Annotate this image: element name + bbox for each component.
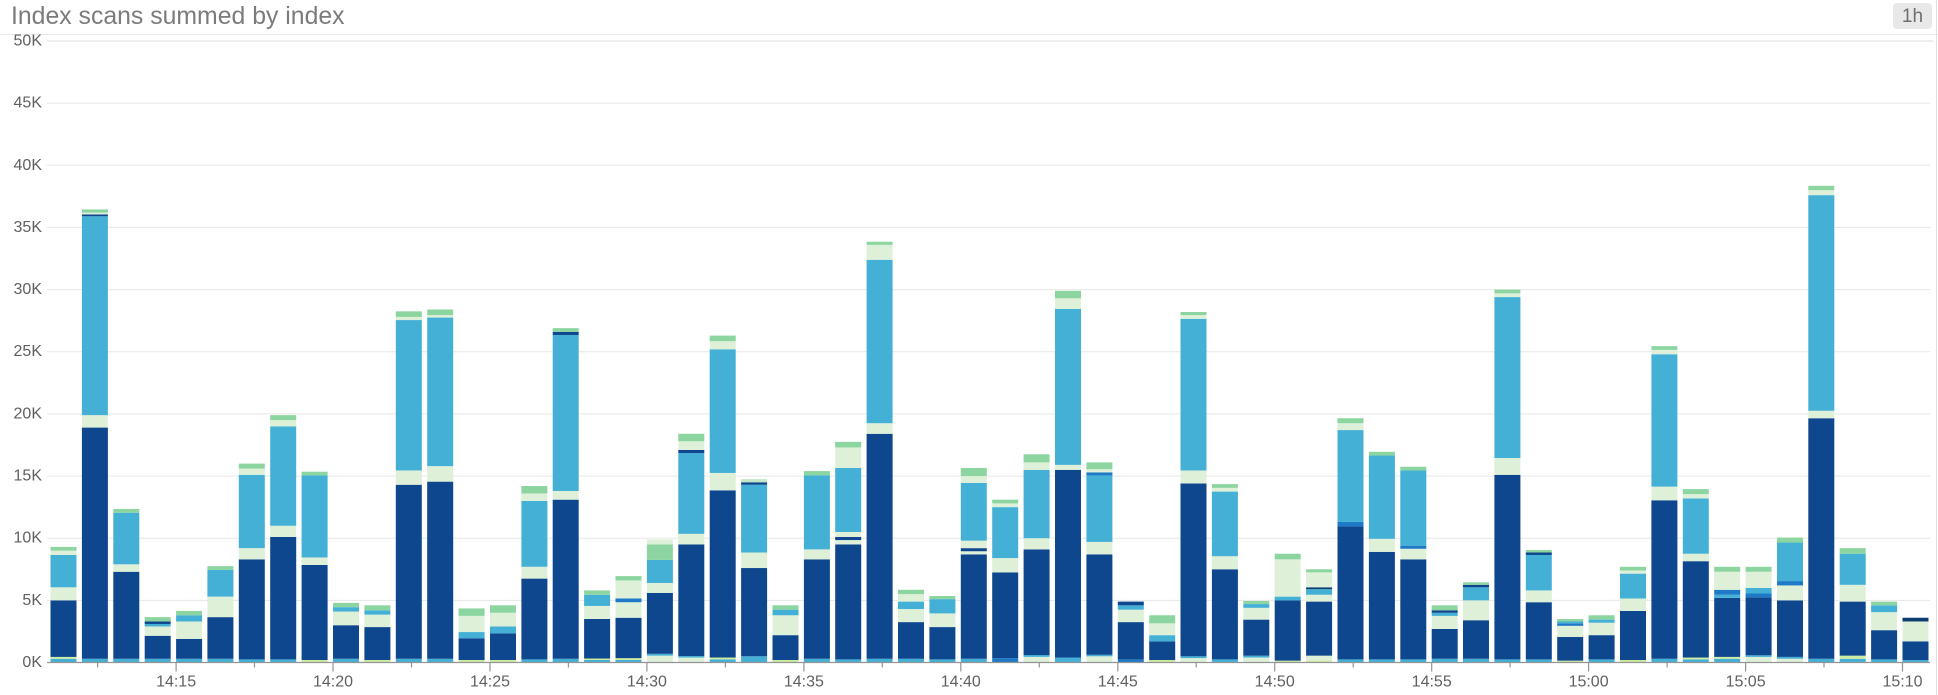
svg-text:25K: 25K	[14, 343, 43, 360]
svg-text:15:10: 15:10	[1882, 674, 1922, 691]
svg-text:20K: 20K	[14, 405, 43, 422]
svg-text:30K: 30K	[14, 281, 43, 298]
svg-text:15K: 15K	[14, 468, 43, 485]
svg-text:5K: 5K	[22, 592, 42, 609]
svg-text:15:05: 15:05	[1726, 674, 1766, 691]
svg-text:14:55: 14:55	[1412, 674, 1452, 691]
svg-text:0K: 0K	[22, 654, 42, 671]
svg-text:15:00: 15:00	[1569, 674, 1609, 691]
svg-text:35K: 35K	[14, 219, 43, 236]
svg-text:40K: 40K	[14, 157, 43, 174]
svg-text:14:35: 14:35	[784, 674, 824, 691]
svg-text:14:45: 14:45	[1098, 674, 1138, 691]
svg-text:14:25: 14:25	[470, 674, 510, 691]
svg-text:14:50: 14:50	[1255, 674, 1295, 691]
svg-text:14:30: 14:30	[627, 674, 667, 691]
svg-text:14:15: 14:15	[156, 674, 196, 691]
svg-text:14:20: 14:20	[313, 674, 353, 691]
svg-text:10K: 10K	[14, 530, 43, 547]
svg-text:50K: 50K	[14, 33, 43, 50]
svg-text:14:40: 14:40	[941, 674, 981, 691]
svg-text:45K: 45K	[14, 95, 43, 112]
